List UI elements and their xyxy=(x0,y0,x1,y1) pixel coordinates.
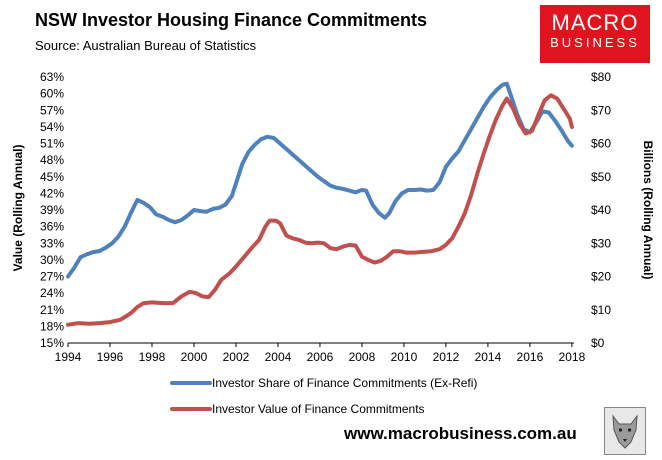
x-tick-label: 1998 xyxy=(139,350,166,364)
left-tick-label: 42% xyxy=(40,186,64,200)
wolf-mascot-icon xyxy=(604,407,646,455)
left-axis-title: Value (Rolling Annual) xyxy=(11,145,25,272)
series-line-investor-value xyxy=(66,93,574,327)
left-tick-label: 24% xyxy=(40,286,64,300)
left-axis-ticks: 15% 18% 21% 24% 27% 30% 33% 36% 39% 42% 45% 48% 51% 5… xyxy=(40,70,64,350)
right-tick-label: $70 xyxy=(591,103,611,117)
left-tick-label: 33% xyxy=(40,236,64,250)
left-tick-label: 15% xyxy=(40,336,64,350)
x-tick-label: 2006 xyxy=(307,350,334,364)
right-tick-label: $30 xyxy=(591,236,611,250)
left-tick-label: 48% xyxy=(40,153,64,167)
right-tick-label: $80 xyxy=(591,70,611,84)
right-tick-label: $0 xyxy=(591,336,605,350)
left-tick-label: 30% xyxy=(40,253,64,267)
legend-label-share: Investor Share of Finance Commitments (E… xyxy=(212,376,477,390)
right-tick-label: $20 xyxy=(591,270,611,284)
right-tick-label: $40 xyxy=(591,203,611,217)
x-tick-label: 2012 xyxy=(433,350,460,364)
legend-label-value: Investor Value of Finance Commitments xyxy=(212,402,425,416)
footer-url: www.macrobusiness.com.au xyxy=(344,424,577,443)
chart-title: NSW Investor Housing Finance Commitments xyxy=(35,10,428,30)
x-tick-label: 2000 xyxy=(181,350,208,364)
logo-line-business: BUSINESS xyxy=(550,35,640,50)
x-tick-label: 2014 xyxy=(475,350,502,364)
left-tick-label: 18% xyxy=(40,319,64,333)
logo-line-macro: MACRO xyxy=(551,10,639,35)
right-tick-label: $10 xyxy=(591,303,611,317)
left-tick-label: 54% xyxy=(40,120,64,134)
right-tick-label: $50 xyxy=(591,170,611,184)
left-tick-label: 45% xyxy=(40,170,64,184)
left-tick-label: 39% xyxy=(40,203,64,217)
legend: Investor Share of Finance Commitments (E… xyxy=(170,376,477,416)
x-tick-label: 2002 xyxy=(223,350,250,364)
series-lines xyxy=(66,81,574,327)
left-tick-label: 21% xyxy=(40,303,64,317)
left-tick-label: 51% xyxy=(40,137,64,151)
x-tick-label: 2010 xyxy=(391,350,418,364)
x-axis-ticks: 1994 1996 1998 2000 2002 2004 2006 2008 2010 2012… xyxy=(55,343,586,364)
x-tick-label: 2008 xyxy=(349,350,376,364)
left-tick-label: 60% xyxy=(40,87,64,101)
x-tick-label: 2004 xyxy=(265,350,292,364)
chart-source: Source: Australian Bureau of Statistics xyxy=(35,38,257,53)
left-tick-label: 36% xyxy=(40,220,64,234)
right-axis-title: Billions (Rolling Annual) xyxy=(641,141,655,280)
left-tick-label: 27% xyxy=(40,270,64,284)
left-tick-label: 57% xyxy=(40,103,64,117)
series-line-investor-share xyxy=(66,81,574,279)
x-tick-label: 2016 xyxy=(517,350,544,364)
left-tick-label: 63% xyxy=(40,70,64,84)
right-axis-ticks: $0 $10 $20 $30 $40 $50 $60 $70 $80 xyxy=(591,70,611,350)
right-tick-label: $60 xyxy=(591,137,611,151)
macrobusiness-logo: MACRO BUSINESS xyxy=(540,5,650,63)
x-tick-label: 1996 xyxy=(97,350,124,364)
x-tick-label: 2018 xyxy=(559,350,586,364)
x-tick-label: 1994 xyxy=(55,350,82,364)
